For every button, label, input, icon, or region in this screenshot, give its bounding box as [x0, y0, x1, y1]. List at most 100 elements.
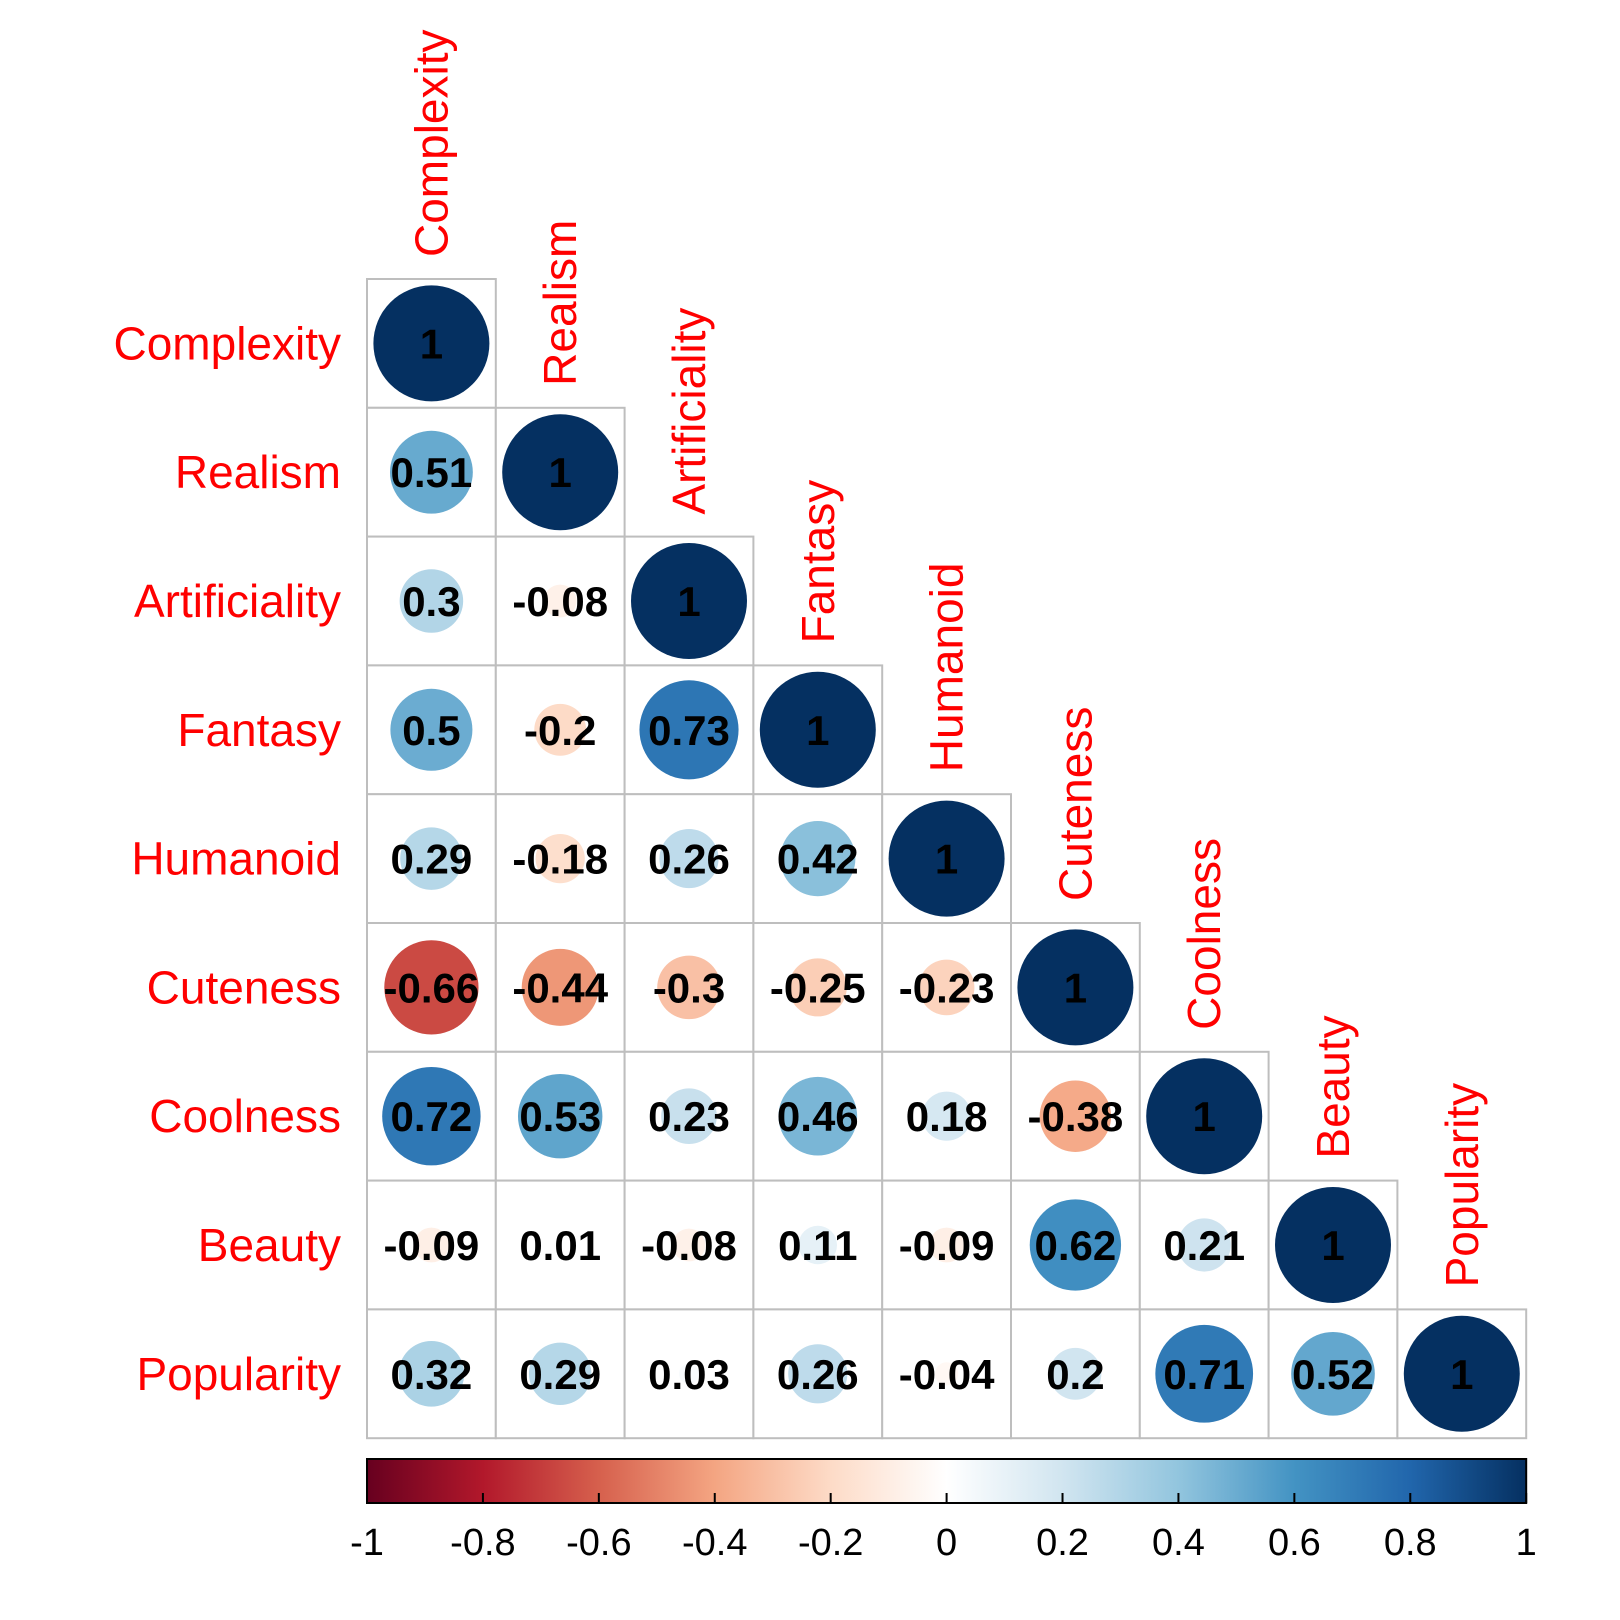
corr-circle-cuteness-complexity	[384, 940, 479, 1035]
corr-circle-fantasy-artificiality	[639, 680, 739, 780]
col-label-coolness: Coolness	[1178, 838, 1230, 1030]
corr-value-beauty-realism: 0.01	[519, 1222, 601, 1269]
corr-value-popularity-coolness: 0.71	[1163, 1351, 1245, 1398]
col-label-fantasy: Fantasy	[792, 480, 844, 644]
corr-circle-popularity-artificiality	[678, 1363, 700, 1384]
corr-value-humanoid-complexity: 0.29	[391, 836, 473, 883]
corr-value-realism-realism: 1	[549, 449, 572, 496]
corr-value-popularity-complexity: 0.32	[391, 1351, 473, 1398]
corr-value-coolness-fantasy: 0.46	[777, 1093, 859, 1140]
corr-value-coolness-artificiality: 0.23	[648, 1093, 730, 1140]
colorbar-tick-label: -1	[350, 1522, 384, 1564]
col-label-humanoid: Humanoid	[921, 563, 973, 773]
corr-value-beauty-coolness: 0.21	[1163, 1222, 1245, 1269]
corr-value-humanoid-realism: -0.18	[512, 836, 608, 883]
corr-value-cuteness-artificiality: -0.3	[653, 964, 725, 1011]
corr-value-beauty-cuteness: 0.62	[1035, 1222, 1117, 1269]
corr-value-artificiality-realism: -0.08	[512, 578, 608, 625]
corr-value-coolness-complexity: 0.72	[391, 1093, 473, 1140]
corr-value-fantasy-artificiality: 0.73	[648, 707, 730, 754]
corr-value-fantasy-complexity: 0.5	[402, 707, 460, 754]
corr-circle-popularity-realism	[528, 1342, 592, 1406]
corr-value-beauty-complexity: -0.09	[384, 1222, 480, 1269]
corr-value-popularity-beauty: 0.52	[1292, 1351, 1374, 1398]
row-label-artificiality: Artificiality	[134, 575, 341, 627]
corr-value-beauty-artificiality: -0.08	[641, 1222, 737, 1269]
colorbar-tick-label: 0.6	[1268, 1522, 1321, 1564]
corr-circle-beauty-artificiality	[672, 1228, 706, 1262]
corr-circle-beauty-complexity	[414, 1227, 449, 1263]
corr-circle-realism-realism	[502, 414, 619, 531]
corr-value-cuteness-complexity: -0.66	[384, 964, 480, 1011]
corr-circle-coolness-artificiality	[661, 1088, 717, 1145]
corr-value-fantasy-fantasy: 1	[806, 707, 829, 754]
corr-circle-complexity-complexity	[373, 285, 490, 402]
corr-circle-coolness-cuteness	[1039, 1080, 1112, 1152]
corr-circle-fantasy-complexity	[390, 688, 473, 771]
corr-circle-beauty-realism	[554, 1239, 566, 1251]
corr-value-popularity-realism: 0.29	[519, 1351, 601, 1398]
corr-value-coolness-humanoid: 0.18	[906, 1093, 988, 1140]
corr-value-humanoid-artificiality: 0.26	[648, 836, 730, 883]
corr-value-cuteness-fantasy: -0.25	[770, 964, 866, 1011]
colorbar-tick-label: 1	[1516, 1522, 1537, 1564]
corr-circle-cuteness-cuteness	[1017, 929, 1134, 1046]
corr-circle-popularity-coolness	[1155, 1324, 1254, 1423]
col-label-beauty: Beauty	[1307, 1015, 1359, 1158]
corr-circle-popularity-humanoid	[935, 1362, 959, 1386]
corr-circle-humanoid-realism	[535, 833, 585, 884]
corr-circle-popularity-cuteness	[1049, 1347, 1102, 1400]
corr-circle-humanoid-complexity	[400, 827, 463, 890]
corr-circle-humanoid-artificiality	[659, 829, 719, 889]
corr-circle-popularity-fantasy	[788, 1344, 848, 1404]
row-label-beauty: Beauty	[198, 1219, 341, 1271]
corr-circle-popularity-beauty	[1291, 1331, 1375, 1416]
corr-value-artificiality-complexity: 0.3	[402, 578, 460, 625]
corr-value-popularity-cuteness: 0.2	[1046, 1351, 1104, 1398]
corr-circle-cuteness-humanoid	[918, 959, 975, 1016]
corr-value-cuteness-cuteness: 1	[1064, 964, 1087, 1011]
corr-value-realism-complexity: 0.51	[391, 449, 473, 496]
corr-circle-artificiality-complexity	[399, 569, 464, 633]
corr-value-cuteness-humanoid: -0.23	[899, 964, 995, 1011]
row-label-fantasy: Fantasy	[177, 704, 341, 756]
colorbar-tick-label: -0.2	[798, 1522, 863, 1564]
corr-value-beauty-fantasy: 0.11	[778, 1222, 857, 1269]
corr-value-beauty-beauty: 1	[1321, 1222, 1344, 1269]
cell-6-3	[752, 1050, 884, 1182]
corr-value-popularity-fantasy: 0.26	[777, 1351, 859, 1398]
corr-circle-popularity-complexity	[398, 1340, 465, 1407]
colorbar-tick-label: -0.4	[682, 1522, 747, 1564]
col-label-popularity: Popularity	[1436, 1083, 1488, 1288]
corr-circle-cuteness-realism	[521, 948, 599, 1026]
row-label-humanoid: Humanoid	[131, 833, 341, 885]
corr-circle-cuteness-fantasy	[788, 958, 847, 1017]
colorbar-tick-label: -0.6	[566, 1522, 631, 1564]
corr-circle-beauty-beauty	[1275, 1187, 1391, 1303]
colorbar-tick-label: -0.8	[450, 1522, 515, 1564]
col-label-complexity: Complexity	[405, 29, 457, 257]
colorbar-tick-label: 0.4	[1152, 1522, 1205, 1564]
corr-circle-cuteness-artificiality	[657, 955, 721, 1020]
corr-value-coolness-coolness: 1	[1193, 1093, 1216, 1140]
corr-value-complexity-complexity: 1	[420, 320, 443, 367]
corr-circle-beauty-fantasy	[798, 1225, 838, 1265]
corr-circle-coolness-realism	[517, 1073, 603, 1159]
corr-circle-beauty-coolness	[1177, 1218, 1231, 1272]
col-label-artificiality: Artificiality	[663, 308, 715, 515]
corr-circle-humanoid-fantasy	[780, 821, 856, 897]
corr-circle-popularity-popularity	[1403, 1315, 1520, 1432]
corr-value-humanoid-fantasy: 0.42	[777, 836, 859, 883]
row-label-popularity: Popularity	[136, 1348, 341, 1400]
col-label-cuteness: Cuteness	[1049, 707, 1101, 901]
corr-value-cuteness-realism: -0.44	[512, 964, 608, 1011]
corr-circle-fantasy-realism	[534, 703, 587, 756]
corr-circle-coolness-fantasy	[778, 1076, 858, 1156]
row-label-complexity: Complexity	[113, 317, 341, 369]
colorbar-tick-label: 0	[936, 1522, 957, 1564]
corr-circle-coolness-coolness	[1146, 1058, 1263, 1175]
corr-value-popularity-humanoid: -0.04	[899, 1351, 995, 1398]
row-label-cuteness: Cuteness	[147, 961, 341, 1013]
corr-value-coolness-realism: 0.53	[519, 1093, 601, 1140]
